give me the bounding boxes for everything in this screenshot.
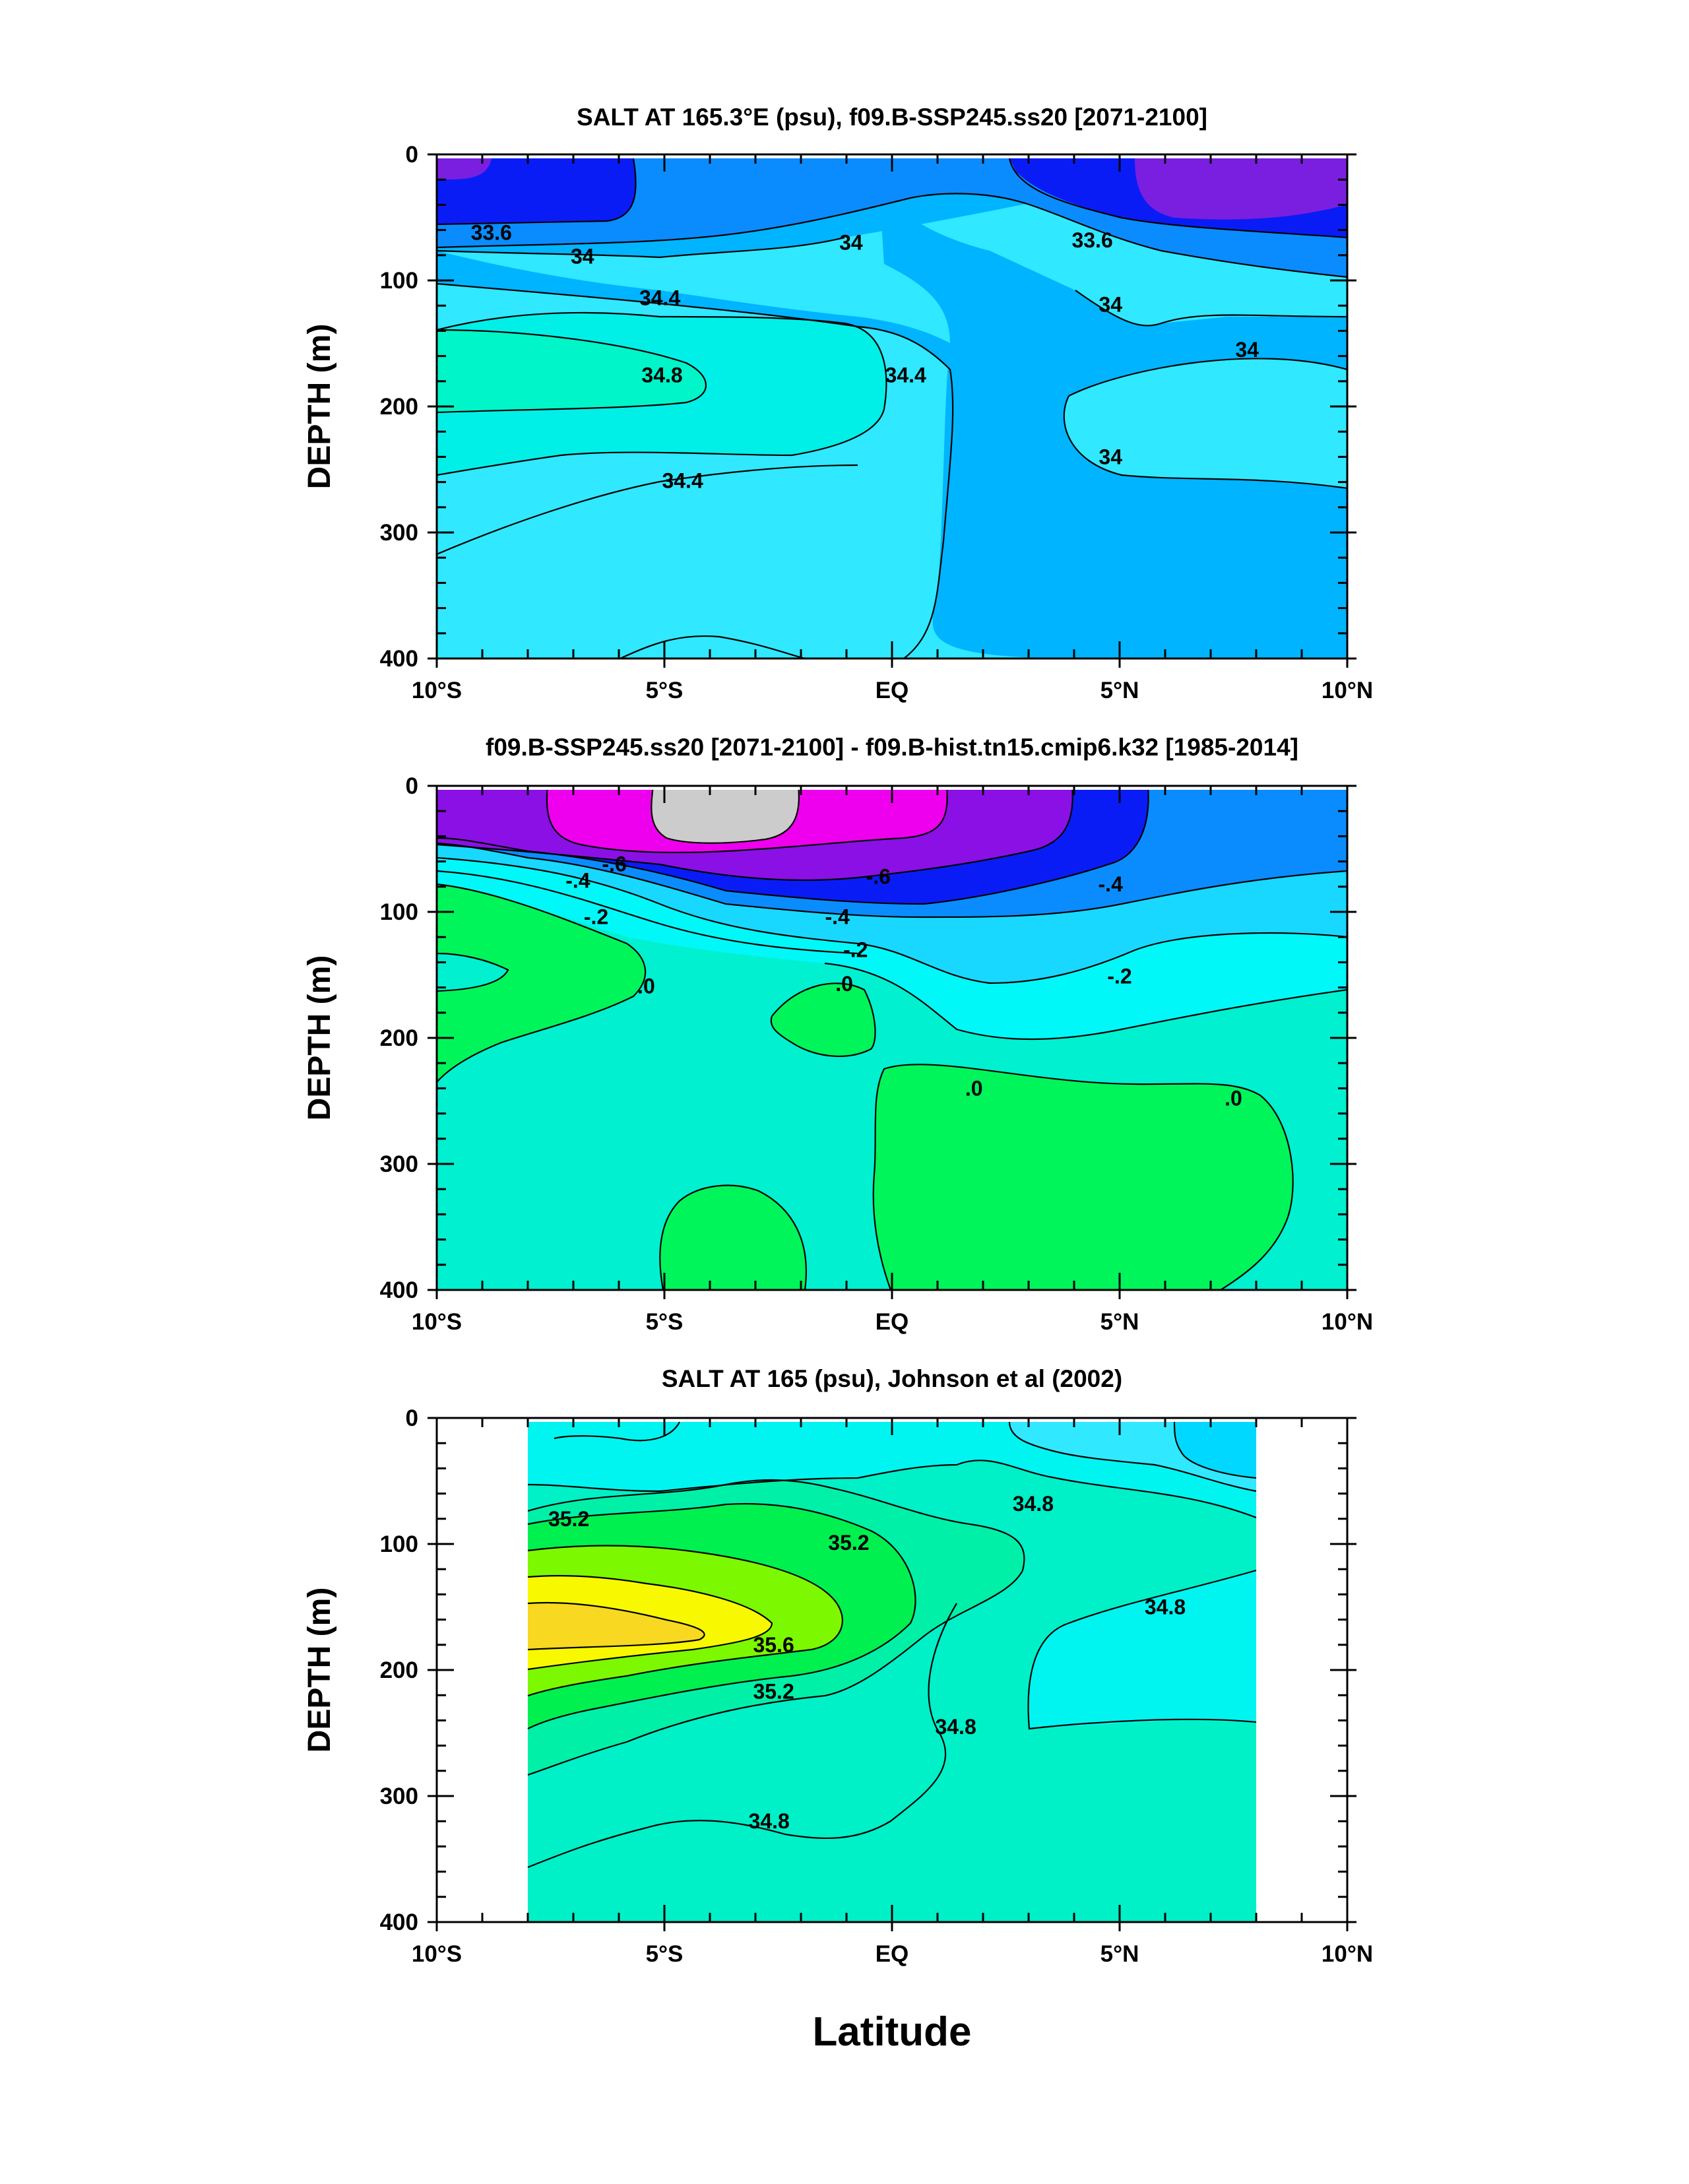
- panel-1-fill-lt33_2-right: [1135, 158, 1347, 220]
- panel-2-title: f09.B-SSP245.ss20 [2071-2100] - f09.B-hi…: [486, 734, 1298, 761]
- contour-label: 34: [839, 231, 863, 255]
- x-tick-label: 10°S: [412, 1941, 462, 1967]
- contour-label: .0: [835, 972, 853, 996]
- contour-label: .0: [965, 1076, 983, 1100]
- x-tick-label: 10°S: [412, 1309, 462, 1335]
- panel-3-ylabel: DEPTH (m): [302, 1588, 337, 1753]
- panel-3-contour-labels: 35.2 35.2 34.8 34.8 35.6 35.2 34.8 34.8: [548, 1492, 1186, 1833]
- x-tick-label: EQ: [876, 678, 909, 703]
- panel-1-axes: 10°S 5°S EQ 5°N 10°N 0 100 200 300 400: [380, 142, 1374, 703]
- contour-label: 34: [571, 245, 594, 269]
- contour-label: 35.2: [753, 1679, 794, 1703]
- panel-3-field: [527, 1421, 1257, 1922]
- x-tick-label: 5°S: [646, 678, 684, 703]
- contour-label: 35.2: [828, 1531, 869, 1555]
- panel-1-field: [437, 154, 1347, 658]
- contour-label: 33.6: [471, 220, 512, 244]
- contour-label: 34.4: [639, 286, 680, 310]
- contour-label: 34.8: [1145, 1595, 1186, 1619]
- y-tick-label: 300: [380, 1151, 418, 1177]
- contour-label: -.2: [843, 938, 868, 961]
- contour-label: -.4: [825, 905, 850, 929]
- contour-label: 34: [1099, 292, 1122, 316]
- panel-1-contour-lines: [437, 158, 1347, 658]
- panel-1-fill-34-34_4-left: [437, 251, 950, 369]
- y-tick-label: 300: [380, 1783, 418, 1809]
- panel-3: SALT AT 165 (psu), Johnson et al (2002): [302, 1365, 1373, 1967]
- contour-label: 35.6: [753, 1633, 794, 1657]
- panel-1-title: SALT AT 165.3°E (psu), f09.B-SSP245.ss20…: [577, 104, 1207, 131]
- panel-1-fill-lt33_2-left: [437, 158, 492, 179]
- y-tick-label: 200: [380, 1657, 418, 1683]
- x-tick-label: 5°N: [1100, 678, 1139, 703]
- y-tick-label: 0: [406, 1405, 418, 1431]
- contour-label: -.6: [602, 852, 626, 876]
- panel-3-fill-gold: [528, 1603, 705, 1650]
- y-tick-label: 200: [380, 1025, 418, 1051]
- panel-2-axes: 10°S 5°S EQ 5°N 10°N 0 100 200 300 400: [380, 773, 1374, 1335]
- contour-label: 33.6: [1071, 228, 1112, 252]
- contour-label: -.2: [1107, 964, 1131, 988]
- contour-label: -.6: [866, 865, 891, 889]
- y-tick-label: 400: [380, 1277, 418, 1303]
- panel-1-fill-34-34_4-right: [877, 158, 1347, 658]
- panel-2-fill-green-mid: [771, 983, 876, 1056]
- panel-2-contour-labels: -.6 -.4 -.2 .0 -.6 -.4 -.2 .0 -.4 -.2 .0 .0: [565, 852, 1242, 1110]
- contour-label: .0: [637, 975, 655, 998]
- panel-2-contour-lines: [437, 786, 1347, 1290]
- y-tick-label: 100: [380, 1531, 418, 1557]
- y-tick-label: 0: [406, 142, 418, 168]
- contour-label: 34: [1235, 338, 1259, 362]
- contour-label: 35.2: [548, 1507, 589, 1531]
- contour-label: -.2: [584, 905, 608, 929]
- x-tick-label: 10°N: [1322, 678, 1373, 703]
- contour-label: 34: [1099, 445, 1122, 468]
- panel-3-fill-sky: [1174, 1422, 1256, 1478]
- contour-label: 34.4: [662, 469, 703, 493]
- panel-3-title: SALT AT 165 (psu), Johnson et al (2002): [662, 1365, 1122, 1392]
- contour-label: 34.8: [641, 363, 682, 387]
- panel-2-field: [437, 786, 1347, 1290]
- contour-label: 34.4: [885, 363, 926, 387]
- x-tick-label: EQ: [876, 1941, 909, 1967]
- y-tick-label: 100: [380, 899, 418, 925]
- y-tick-label: 400: [380, 1910, 418, 1935]
- figure-xlabel: Latitude: [812, 2009, 971, 2055]
- panel-1: SALT AT 165.3°E (psu), f09.B-SSP245.ss20…: [302, 104, 1373, 703]
- panel-1-fill-33_2-33_6: [437, 158, 636, 224]
- x-tick-label: 5°N: [1100, 1309, 1139, 1335]
- y-tick-label: 300: [380, 520, 418, 546]
- panel-2-fill-green-bottom: [660, 1185, 806, 1290]
- panel-3-axes: 10°S 5°S EQ 5°N 10°N 0 100 200 300 400: [380, 1405, 1374, 1967]
- x-tick-label: 5°S: [646, 1309, 684, 1335]
- y-tick-label: 100: [380, 268, 418, 294]
- panel-1-contour-labels: 33.6 34 34.4 34.8 34.4 34.4 34 33.6 34 34 34: [471, 220, 1259, 493]
- contour-label: 34.8: [1013, 1492, 1054, 1516]
- panel-2-fill-green-right: [873, 1064, 1293, 1290]
- x-tick-label: 5°N: [1100, 1941, 1139, 1967]
- contour-label: 34.8: [749, 1809, 790, 1833]
- panel-2-fill-gray: [651, 786, 799, 843]
- panel-2-ylabel: DEPTH (m): [302, 955, 337, 1121]
- panel-1-ylabel: DEPTH (m): [302, 324, 337, 490]
- contour-label: -.4: [1099, 872, 1124, 896]
- x-tick-label: 5°S: [646, 1941, 684, 1967]
- panel-3-contour-lines: [527, 1421, 1257, 1869]
- x-tick-label: 10°S: [412, 678, 462, 703]
- y-tick-label: 400: [380, 646, 418, 672]
- panel-2-fill-green-left: [437, 884, 646, 1082]
- contour-label: .0: [1225, 1087, 1242, 1110]
- panel-2: f09.B-SSP245.ss20 [2071-2100] - f09.B-hi…: [302, 734, 1373, 1335]
- contour-label: -.4: [565, 868, 590, 892]
- x-tick-label: 10°N: [1322, 1309, 1373, 1335]
- x-tick-label: EQ: [876, 1309, 909, 1335]
- panel-3-fill-cyan-right: [1028, 1570, 1256, 1729]
- contour-label: 34.8: [935, 1715, 976, 1739]
- y-tick-label: 0: [406, 773, 418, 799]
- x-tick-label: 10°N: [1322, 1941, 1373, 1967]
- y-tick-label: 200: [380, 394, 418, 420]
